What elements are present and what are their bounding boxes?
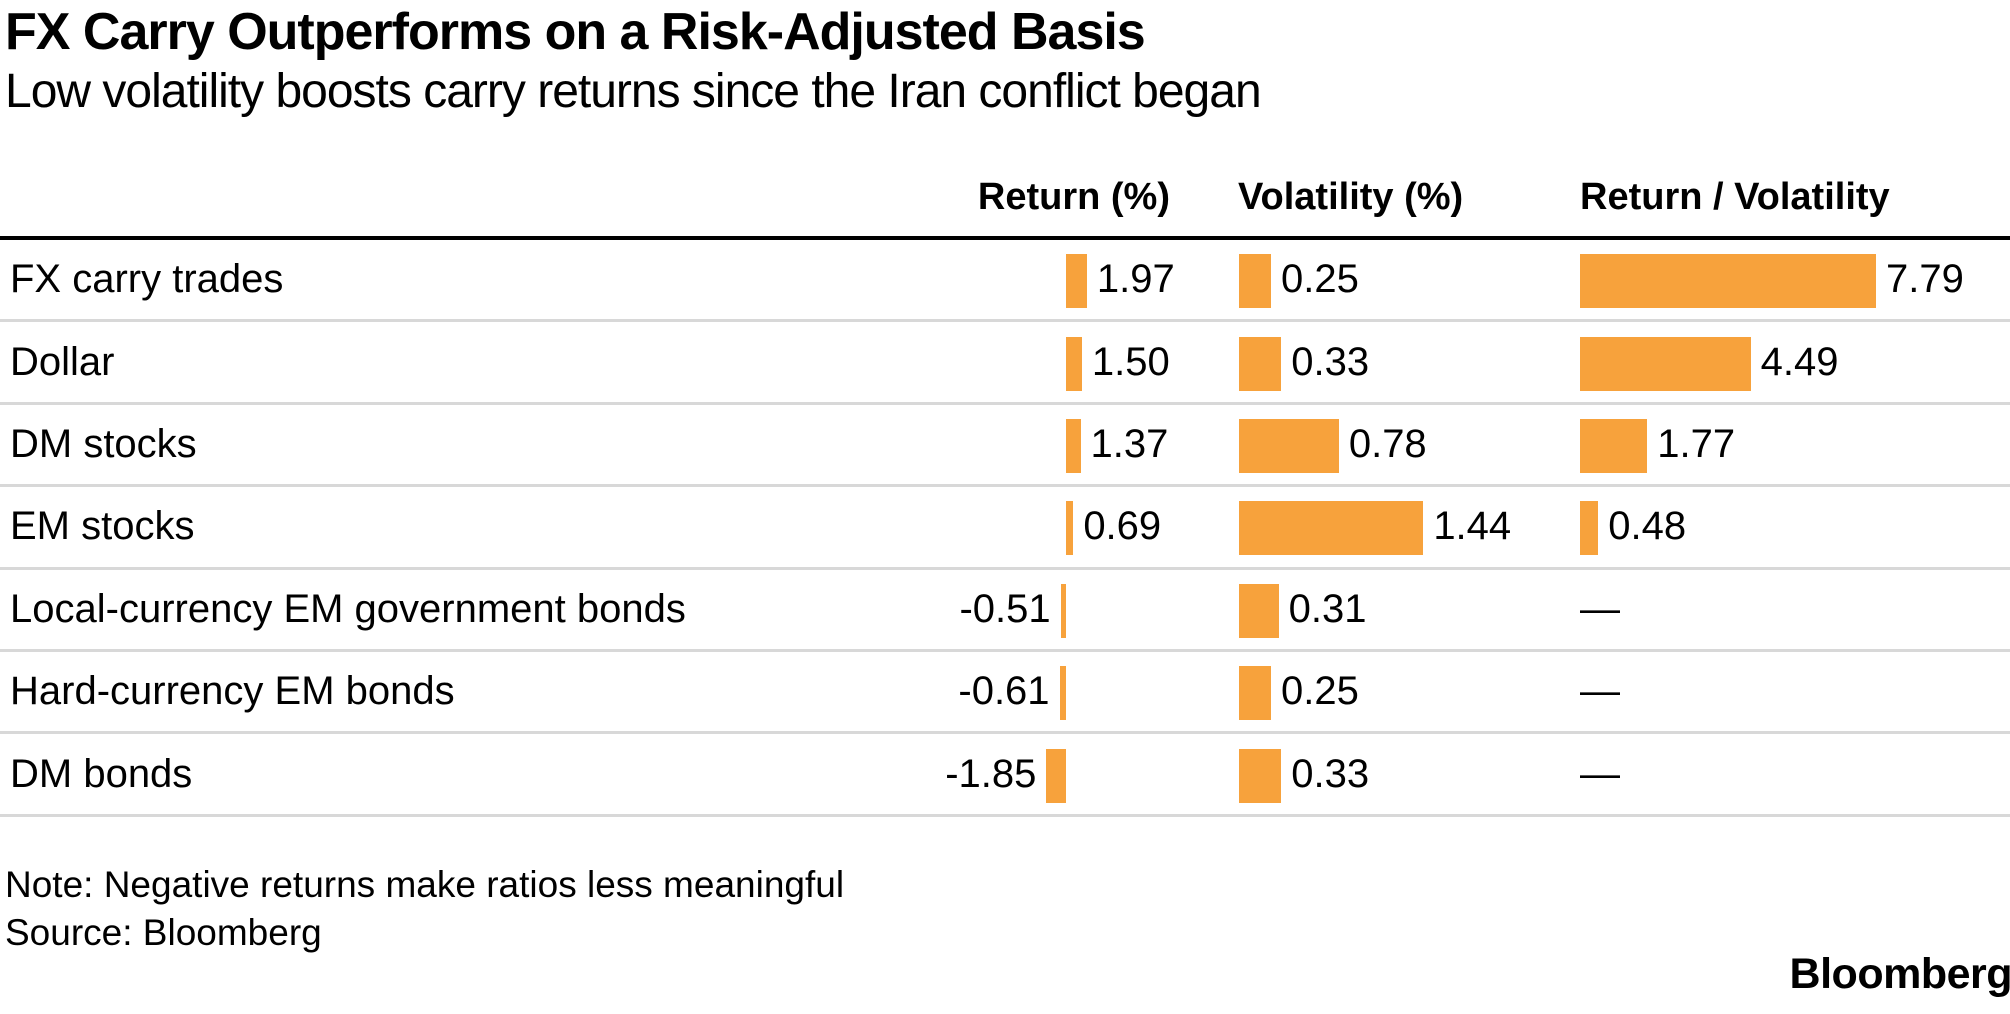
column-header-return: Return (%) [977,176,1170,218]
bar-return [1066,418,1081,473]
row-label: Dollar [10,339,115,384]
value-label-return-volatility: 7.79 [1886,257,1964,302]
bar-volatility [1239,583,1279,638]
table-row: DM bonds -1.85 0.33 — [0,734,2010,817]
bar-return-volatility [1580,418,1648,473]
value-label-volatility: 0.31 [1288,586,1367,631]
bar-return-volatility [1580,501,1599,556]
bar-return [1060,583,1066,638]
value-label-return: -0.51 [959,586,1051,631]
chart-subtitle: Low volatility boosts carry returns sinc… [5,65,1262,118]
bar-volatility [1239,254,1271,309]
value-label-volatility: 0.33 [1291,751,1370,796]
table-row: Dollar 1.50 0.33 4.49 [0,322,2010,405]
table-row: Local-currency EM government bonds -0.51 0… [0,570,2010,652]
missing-value-dash: — [1580,751,1620,796]
source-line: Source: Bloomberg [5,912,322,953]
header-rule [0,236,2010,240]
chart-title: FX Carry Outperforms on a Risk-Adjusted … [5,3,1146,61]
bar-return-volatility [1580,254,1877,309]
row-label: EM stocks [10,504,195,549]
bar-volatility [1239,418,1339,473]
value-label-return: -0.61 [958,669,1050,714]
value-label-return: 1.97 [1096,257,1175,302]
bar-volatility [1239,748,1282,803]
bar-volatility [1239,336,1282,391]
value-label-volatility: 0.25 [1281,669,1359,714]
value-label-volatility: 1.44 [1433,504,1512,549]
value-label-return: 0.69 [1083,504,1162,549]
row-label: DM bonds [10,751,193,796]
column-header-volatility: Volatility (%) [1238,176,1464,218]
missing-value-dash: — [1580,586,1620,631]
row-label: Hard-currency EM bonds [10,669,455,714]
missing-value-dash: — [1580,669,1620,714]
bar-return [1066,254,1087,309]
row-label: FX carry trades [10,257,284,302]
footnote: Note: Negative returns make ratios less … [5,864,845,905]
table-row: EM stocks 0.69 1.44 0.48 [0,487,2010,570]
bar-return-volatility [1580,336,1751,391]
bloomberg-logo: Bloomberg [1789,950,2010,998]
table-row: DM stocks 1.37 0.78 1.77 [0,405,2010,488]
value-label-return: 1.37 [1090,421,1169,466]
bar-volatility [1239,501,1424,556]
value-label-return-volatility: 1.77 [1657,421,1736,466]
bar-return [1066,501,1074,556]
bar-return [1066,336,1082,391]
value-label-return: 1.50 [1091,339,1170,384]
value-label-volatility: 0.33 [1291,339,1370,384]
column-header-return-volatility: Return / Volatility [1580,176,1890,218]
value-label-return-volatility: 0.48 [1608,504,1687,549]
row-label: DM stocks [10,421,197,466]
table-row: Hard-currency EM bonds -0.61 0.25 — [0,652,2010,735]
value-label-return-volatility: 4.49 [1760,339,1839,384]
row-label: Local-currency EM government bonds [10,586,686,631]
bar-volatility [1239,666,1271,721]
value-label-volatility: 0.78 [1348,421,1427,466]
value-label-volatility: 0.25 [1281,257,1359,302]
bar-return [1046,748,1066,803]
value-label-return: -1.85 [945,751,1037,796]
bar-return [1059,666,1066,721]
table-row: FX carry trades 1.97 0.25 7.79 [0,240,2010,323]
